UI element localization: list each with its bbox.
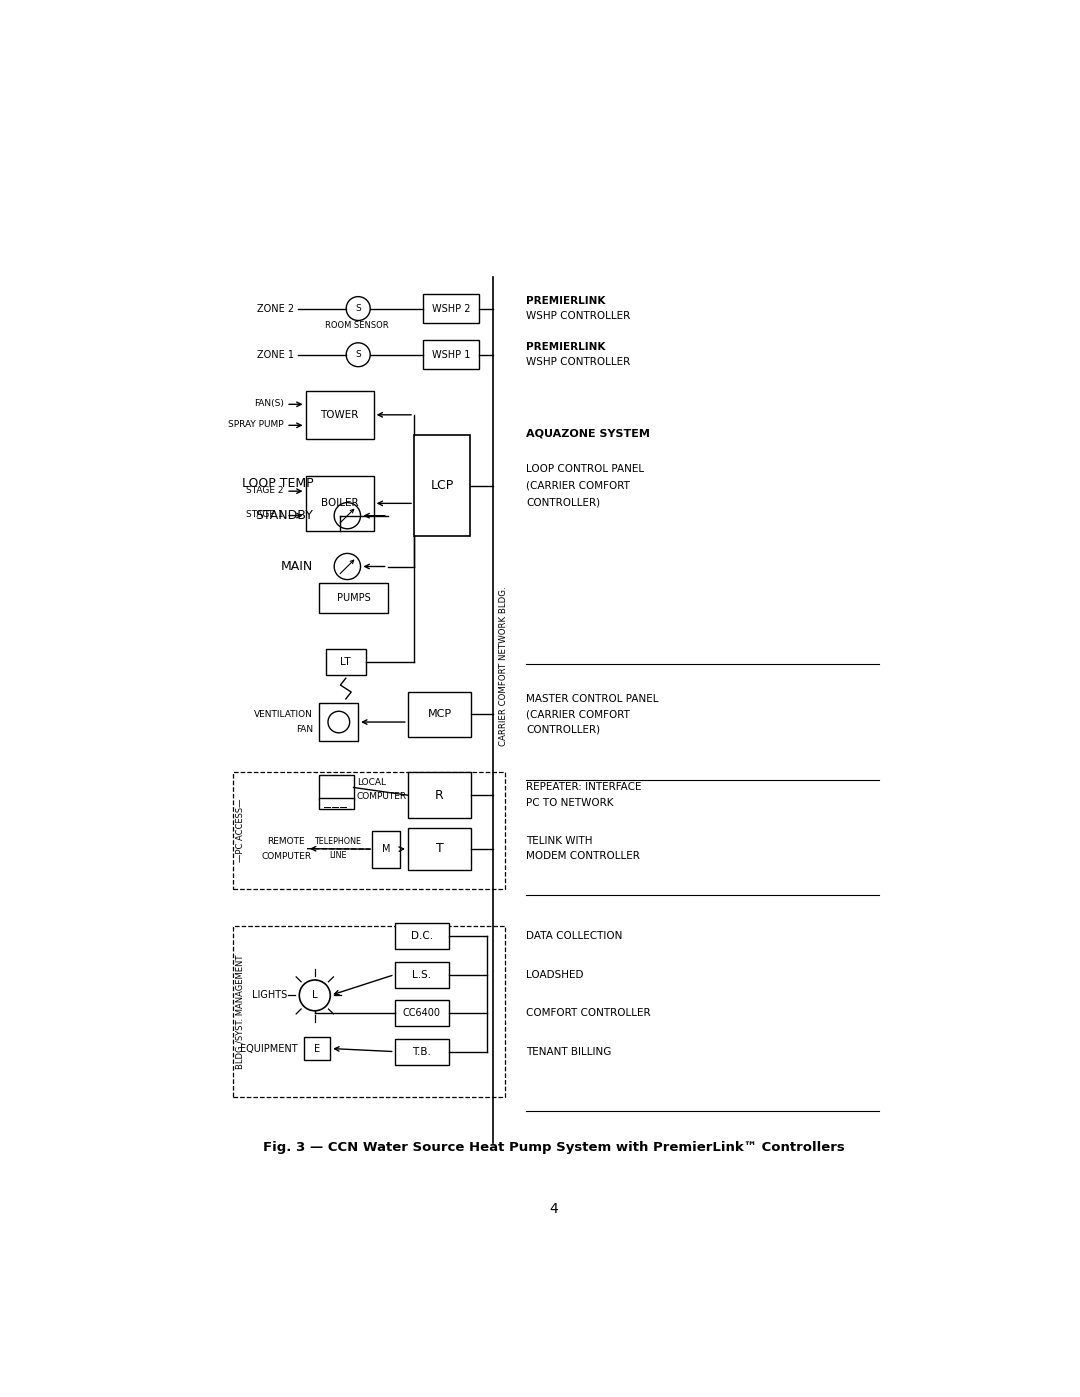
Text: (CARRIER COMFORT: (CARRIER COMFORT bbox=[526, 710, 631, 719]
Text: TOWER: TOWER bbox=[321, 409, 359, 420]
Text: CONTROLLER): CONTROLLER) bbox=[526, 725, 600, 735]
Bar bbox=[320, 583, 388, 613]
Text: S: S bbox=[355, 351, 361, 359]
Text: LOOP CONTROL PANEL: LOOP CONTROL PANEL bbox=[526, 464, 645, 474]
Text: TENANT BILLING: TENANT BILLING bbox=[526, 1046, 611, 1056]
Text: ZONE 2: ZONE 2 bbox=[257, 303, 295, 313]
Circle shape bbox=[347, 296, 370, 320]
Text: CARRIER COMFORT NETWORK BLDG.: CARRIER COMFORT NETWORK BLDG. bbox=[499, 585, 508, 746]
Bar bbox=[303, 1037, 330, 1060]
Text: LCP: LCP bbox=[430, 479, 454, 492]
Bar bbox=[326, 648, 366, 675]
Text: SPRAY PUMP: SPRAY PUMP bbox=[228, 420, 284, 429]
Text: CONTROLLER): CONTROLLER) bbox=[526, 497, 600, 507]
Bar bbox=[232, 926, 505, 1097]
Text: T.B.: T.B. bbox=[413, 1046, 431, 1056]
Circle shape bbox=[334, 553, 361, 580]
Text: WSHP 2: WSHP 2 bbox=[432, 303, 471, 313]
Text: TELEPHONE: TELEPHONE bbox=[314, 837, 362, 847]
Text: R: R bbox=[435, 789, 444, 802]
Text: ROOM SENSOR: ROOM SENSOR bbox=[325, 321, 389, 330]
Bar bbox=[320, 703, 359, 742]
Text: L: L bbox=[312, 990, 318, 1000]
Text: —PC ACCESS—: —PC ACCESS— bbox=[235, 799, 245, 862]
Text: T: T bbox=[435, 842, 444, 855]
Text: MODEM CONTROLLER: MODEM CONTROLLER bbox=[526, 851, 640, 862]
Text: FAN(S): FAN(S) bbox=[254, 400, 284, 408]
Bar bbox=[394, 923, 449, 949]
Text: COMPUTER: COMPUTER bbox=[261, 852, 311, 861]
Bar bbox=[394, 1000, 449, 1027]
Text: LOCAL: LOCAL bbox=[356, 778, 386, 788]
Text: PUMPS: PUMPS bbox=[337, 594, 370, 604]
Text: REPEATER: INTERFACE: REPEATER: INTERFACE bbox=[526, 782, 642, 792]
Bar bbox=[423, 293, 480, 323]
Text: L.S.: L.S. bbox=[413, 970, 431, 979]
Text: LIGHTS: LIGHTS bbox=[253, 990, 287, 1000]
Text: (CARRIER COMFORT: (CARRIER COMFORT bbox=[526, 481, 631, 490]
Text: FAN: FAN bbox=[296, 725, 313, 735]
Text: LINE: LINE bbox=[329, 851, 347, 861]
Bar bbox=[306, 391, 374, 439]
Bar bbox=[394, 1038, 449, 1065]
Text: D.C.: D.C. bbox=[410, 930, 433, 942]
Text: STAGE 2: STAGE 2 bbox=[246, 486, 284, 495]
Text: PC TO NETWORK: PC TO NETWORK bbox=[526, 798, 613, 807]
Text: MCP: MCP bbox=[428, 710, 451, 719]
Bar bbox=[408, 827, 471, 870]
Text: EQUIPMENT: EQUIPMENT bbox=[240, 1044, 298, 1053]
Text: MASTER CONTROL PANEL: MASTER CONTROL PANEL bbox=[526, 694, 659, 704]
Text: LT: LT bbox=[340, 657, 351, 666]
Text: ZONE 1: ZONE 1 bbox=[257, 349, 295, 360]
Bar bbox=[373, 831, 400, 868]
Bar bbox=[394, 961, 449, 988]
Text: STANDBY: STANDBY bbox=[255, 509, 313, 522]
Text: LOADSHED: LOADSHED bbox=[526, 970, 584, 979]
Text: COMPUTER: COMPUTER bbox=[356, 792, 407, 802]
Circle shape bbox=[334, 503, 361, 529]
Text: TELINK WITH: TELINK WITH bbox=[526, 835, 593, 847]
Text: LOOP TEMP: LOOP TEMP bbox=[242, 476, 313, 490]
Text: BLDG./SYST. MANAGEMENT: BLDG./SYST. MANAGEMENT bbox=[235, 954, 245, 1069]
Text: WSHP CONTROLLER: WSHP CONTROLLER bbox=[526, 312, 631, 321]
Text: DATA COLLECTION: DATA COLLECTION bbox=[526, 930, 623, 942]
Text: CC6400: CC6400 bbox=[403, 1009, 441, 1018]
Bar bbox=[320, 798, 353, 809]
Bar bbox=[408, 773, 471, 819]
Bar bbox=[232, 773, 505, 888]
Text: VENTILATION: VENTILATION bbox=[255, 710, 313, 719]
Bar bbox=[306, 475, 374, 531]
Circle shape bbox=[347, 342, 370, 366]
Bar bbox=[414, 434, 470, 536]
Text: Fig. 3 — CCN Water Source Heat Pump System with PremierLink™ Controllers: Fig. 3 — CCN Water Source Heat Pump Syst… bbox=[262, 1140, 845, 1154]
Text: M: M bbox=[382, 844, 390, 854]
Bar bbox=[408, 692, 471, 736]
Circle shape bbox=[299, 979, 330, 1011]
Text: WSHP CONTROLLER: WSHP CONTROLLER bbox=[526, 358, 631, 367]
Text: BOILER: BOILER bbox=[321, 499, 359, 509]
Text: MAIN: MAIN bbox=[281, 560, 313, 573]
Text: REMOTE: REMOTE bbox=[268, 837, 305, 845]
Circle shape bbox=[328, 711, 350, 733]
Bar bbox=[423, 339, 480, 369]
Text: E: E bbox=[314, 1044, 320, 1053]
Text: PREMIERLINK: PREMIERLINK bbox=[526, 342, 606, 352]
Text: AQUAZONE SYSTEM: AQUAZONE SYSTEM bbox=[526, 429, 650, 439]
Text: PREMIERLINK: PREMIERLINK bbox=[526, 296, 606, 306]
Text: STAGE 1: STAGE 1 bbox=[246, 510, 284, 518]
Bar bbox=[320, 775, 353, 800]
Text: COMFORT CONTROLLER: COMFORT CONTROLLER bbox=[526, 1009, 651, 1018]
Text: 4: 4 bbox=[549, 1201, 558, 1215]
Text: S: S bbox=[355, 305, 361, 313]
Text: WSHP 1: WSHP 1 bbox=[432, 349, 471, 360]
